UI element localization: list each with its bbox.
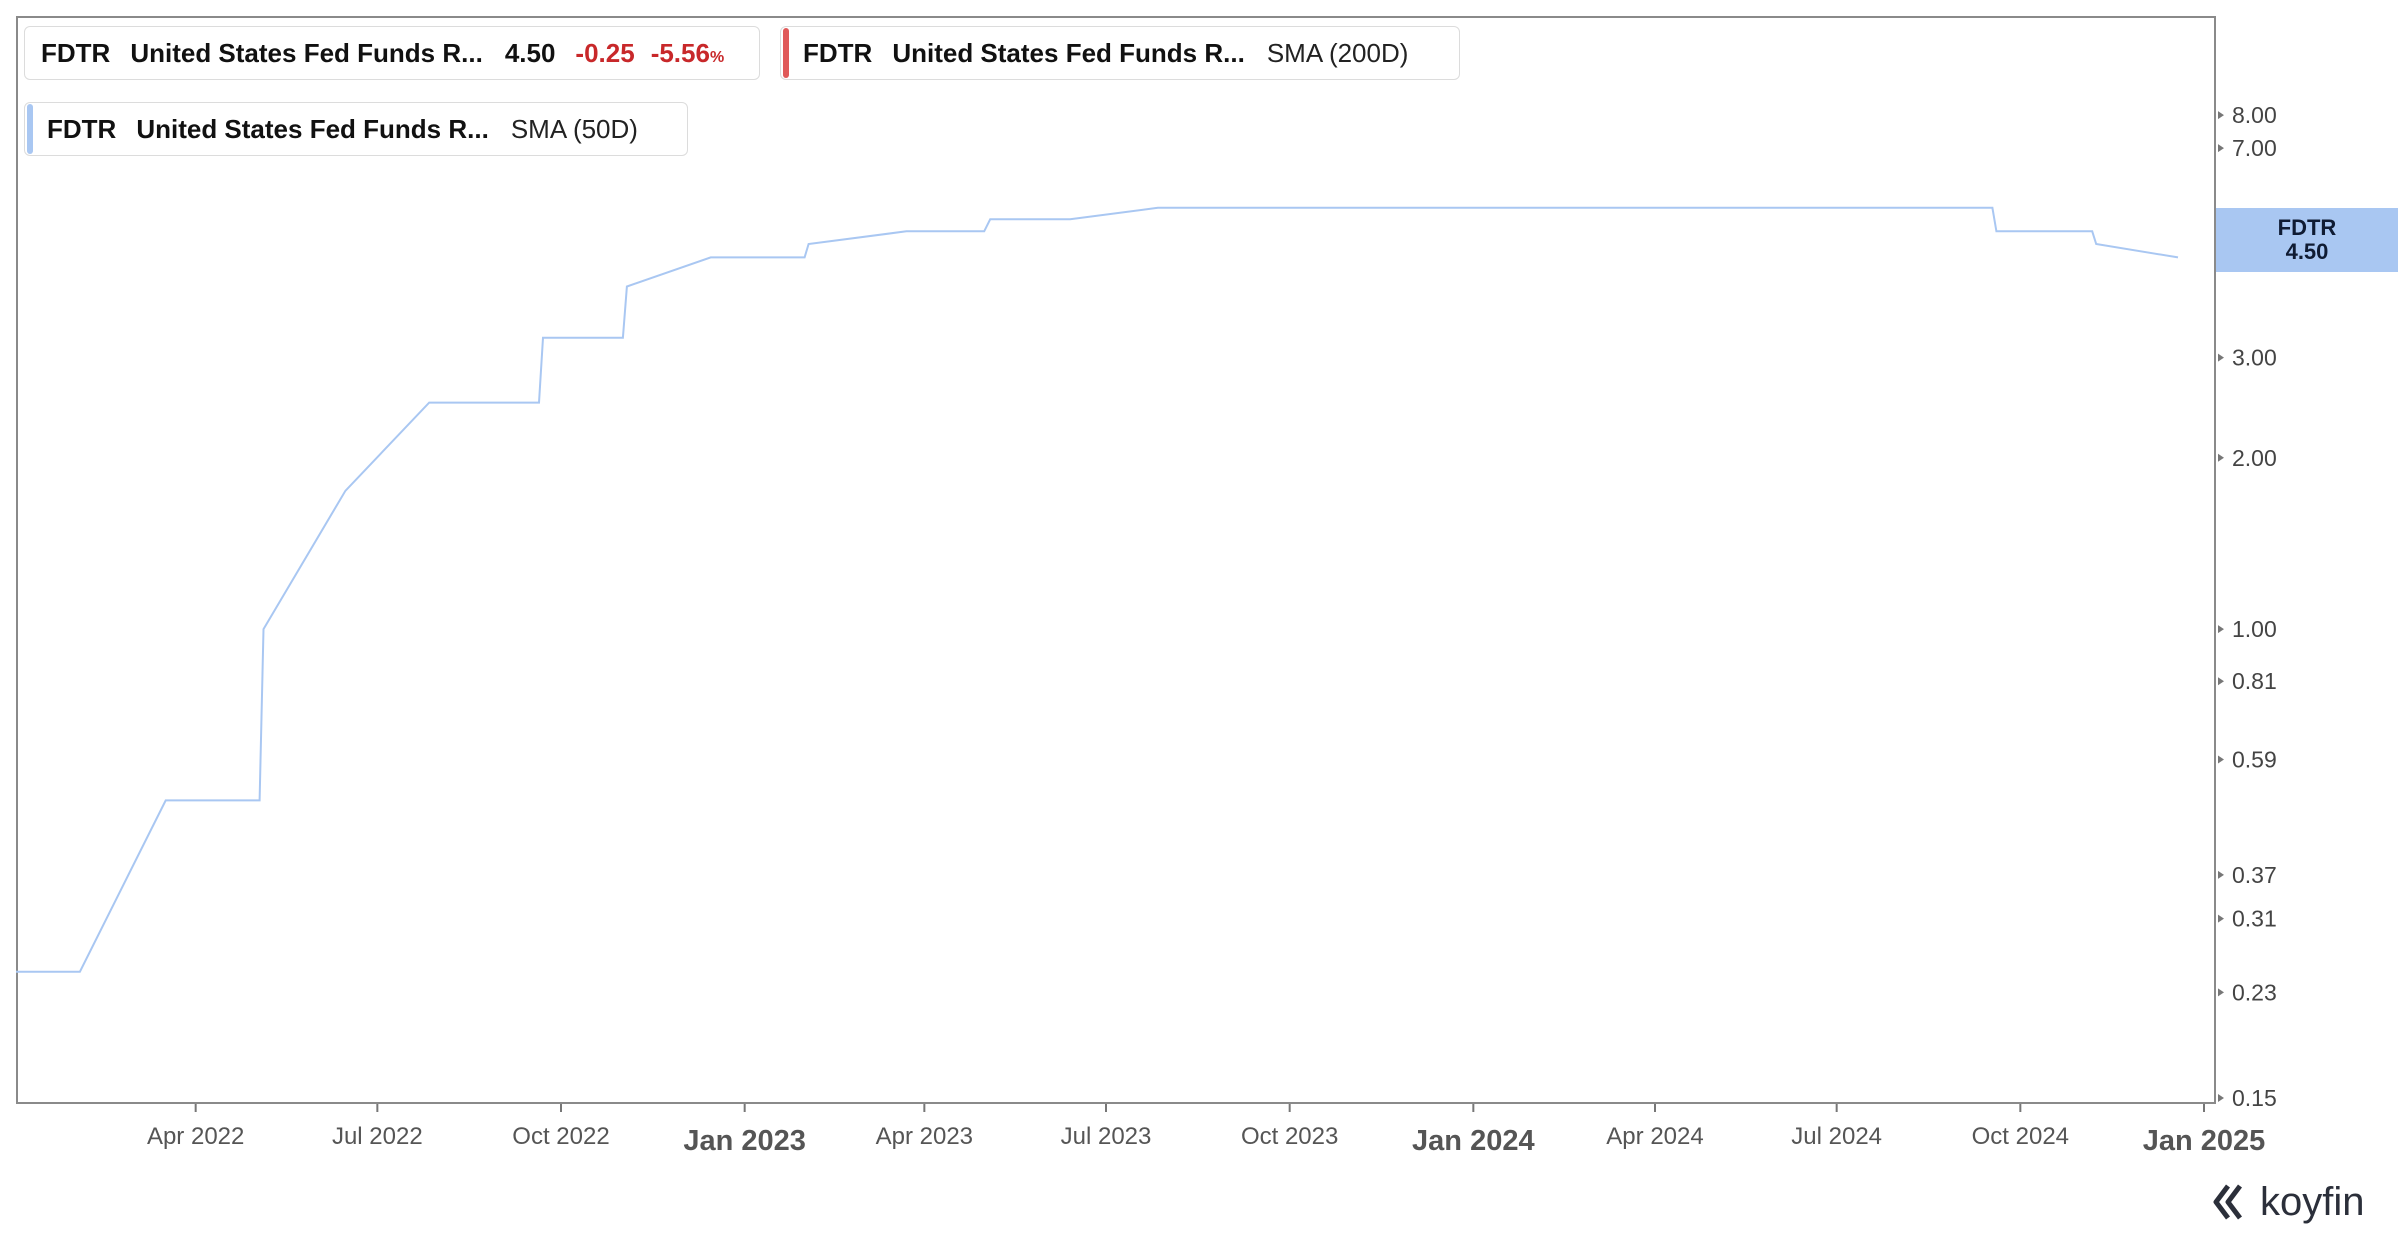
- legend-item-sma-50[interactable]: FDTR United States Fed Funds R... SMA (5…: [24, 102, 688, 156]
- x-tick-label: Apr 2023: [876, 1123, 973, 1150]
- chart-plot-area: [16, 16, 2216, 1104]
- y-tick-mark: [2218, 988, 2224, 997]
- y-tick-mark: [2218, 625, 2224, 634]
- legend-item-sma-200[interactable]: FDTR United States Fed Funds R... SMA (2…: [780, 26, 1460, 80]
- x-tick-label: Apr 2024: [1606, 1123, 1703, 1150]
- legend-series-name: United States Fed Funds R...: [130, 37, 483, 68]
- y-tick-mark: [2218, 755, 2224, 764]
- y-tick-label: 0.37: [2232, 862, 2277, 888]
- y-tick-mark: [2218, 914, 2224, 923]
- badge-ticker: FDTR: [2277, 215, 2337, 240]
- y-tick-mark: [2218, 111, 2224, 120]
- y-tick-label: 3.00: [2232, 345, 2277, 371]
- y-tick-mark: [2218, 144, 2224, 153]
- y-tick-label: 0.31: [2232, 906, 2277, 932]
- x-tick-label: Jan 2023: [683, 1125, 806, 1157]
- x-tick-label: Oct 2022: [512, 1123, 609, 1150]
- y-tick-mark: [2218, 677, 2224, 686]
- last-value-badge: FDTR 4.50: [2216, 208, 2398, 272]
- y-tick-mark: [2218, 353, 2224, 362]
- x-tick-label: Jul 2023: [1061, 1123, 1152, 1150]
- y-tick-label: 8.00: [2232, 102, 2277, 128]
- legend-change-pct: -5.56%: [650, 37, 725, 68]
- y-tick-label: 0.81: [2232, 668, 2277, 694]
- legend-indicator: SMA (200D): [1266, 37, 1409, 68]
- x-tick-label: Jul 2022: [332, 1123, 423, 1150]
- badge-value: 4.50: [2285, 239, 2329, 264]
- legend-pct-sign: %: [709, 48, 725, 66]
- x-tick-label: Apr 2022: [147, 1123, 244, 1150]
- legend-indicator: SMA (50D): [510, 113, 638, 144]
- legend-change: -0.25: [575, 37, 635, 68]
- x-tick-label: Jan 2024: [1412, 1125, 1535, 1157]
- y-tick-mark: [2218, 1094, 2224, 1102]
- legend-series-name: United States Fed Funds R...: [892, 37, 1245, 68]
- y-tick-label: 0.59: [2232, 747, 2277, 773]
- y-tick-mark: [2218, 870, 2224, 879]
- y-tick-label: 0.15: [2232, 1085, 2277, 1111]
- y-tick-label: 2.00: [2232, 445, 2277, 471]
- legend-series-name: United States Fed Funds R...: [136, 113, 489, 144]
- x-tick-label: Jul 2024: [1791, 1123, 1882, 1150]
- legend-ticker: FDTR: [803, 37, 873, 68]
- y-tick-mark: [2218, 453, 2224, 462]
- x-tick-label: Oct 2024: [1972, 1123, 2069, 1150]
- series-line-fdtr: [16, 206, 2179, 973]
- legend-color-bar: [783, 28, 789, 78]
- y-tick-label: 1.00: [2232, 616, 2277, 642]
- y-tick-label: 7.00: [2232, 135, 2277, 161]
- legend-color-bar: [27, 104, 33, 154]
- legend-ticker: FDTR: [41, 37, 111, 68]
- koyfin-logo-icon: [2213, 1184, 2242, 1220]
- x-tick-label: Oct 2023: [1241, 1123, 1338, 1150]
- legend-ticker: FDTR: [47, 113, 117, 144]
- koyfin-logo-text: koyfin: [2260, 1179, 2365, 1224]
- y-tick-label: 0.23: [2232, 979, 2277, 1005]
- koyfin-logo[interactable]: koyfin: [2210, 1174, 2365, 1230]
- y-axis-line: [2214, 16, 2216, 1104]
- x-tick-label: Jan 2025: [2143, 1125, 2266, 1157]
- legend-item-fdtr[interactable]: FDTR United States Fed Funds R... 4.50 -…: [24, 26, 760, 80]
- legend-last-value: 4.50: [504, 37, 556, 68]
